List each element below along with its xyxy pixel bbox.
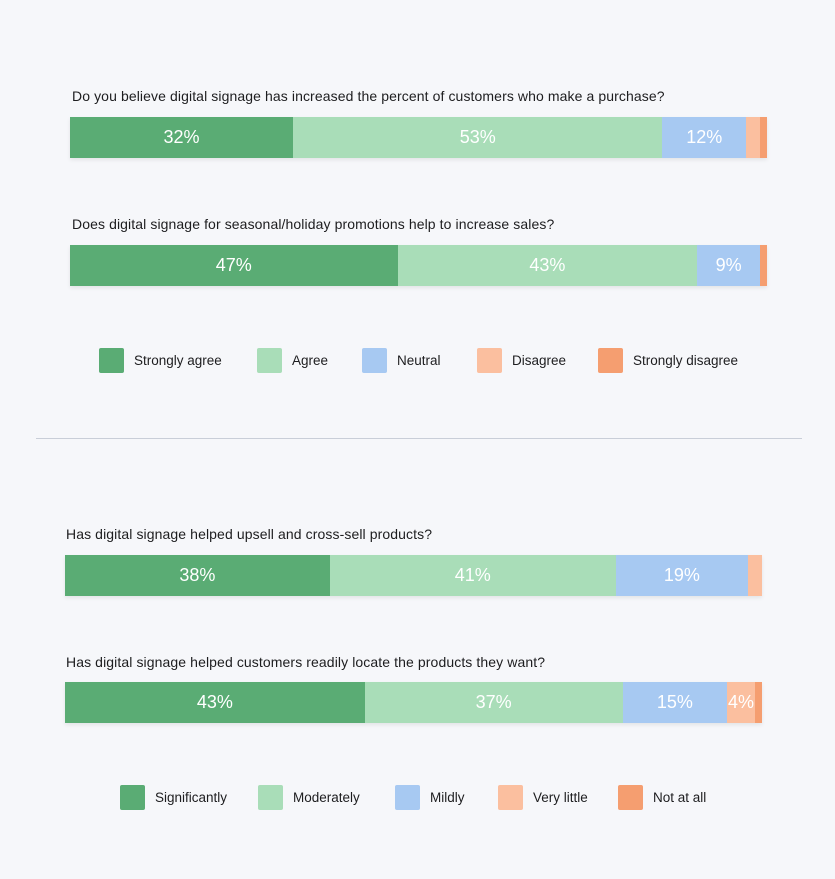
legend-swatch [362, 347, 387, 373]
bar-segment-neutral: 9% [697, 245, 760, 286]
legend-item: Very little [498, 784, 588, 810]
bar-value-label: 37% [475, 692, 512, 712]
legend-label: Moderately [293, 789, 360, 805]
bar-segment-very-little: 4% [727, 682, 755, 723]
legend-label: Disagree [512, 352, 567, 368]
bar-segment-significantly: 38% [65, 555, 330, 596]
bar-segment-agree: 53% [293, 117, 663, 158]
legend-swatch [618, 784, 643, 810]
legend-swatch [99, 347, 124, 373]
legend-label: Very little [533, 789, 588, 805]
bar-value-label: 4% [728, 692, 755, 712]
bar-segment-neutral: 12% [662, 117, 747, 158]
legend-item: Neutral [362, 347, 441, 373]
question-4-label: Has digital signage helped customers rea… [66, 654, 546, 670]
bar-value-label: 47% [215, 255, 252, 275]
bar-segment-agree: 43% [397, 245, 698, 286]
legend-item: Disagree [477, 347, 566, 373]
bar-segment-moderately: 37% [364, 682, 623, 723]
legend-swatch [395, 784, 420, 810]
bar-value-label: 9% [715, 255, 742, 275]
bar-segment-not-at-all [755, 682, 762, 723]
bar-value-label: 12% [686, 127, 723, 147]
question-2-label: Does digital signage for seasonal/holida… [72, 216, 555, 232]
section-divider [36, 438, 802, 439]
stacked-bar-1: 32% 53% 12% [70, 117, 767, 158]
bar-segment-strongly-agree: 32% [70, 117, 294, 158]
legend-label: Mildly [430, 789, 465, 805]
legend-swatch [477, 347, 502, 373]
bar-value-label: 41% [454, 565, 491, 585]
stacked-bar-4: 43% 37% 15% 4% [65, 682, 762, 723]
legend-swatch [598, 347, 623, 373]
legend-swatch [258, 784, 283, 810]
stacked-bar-2: 47% 43% 9% [70, 245, 767, 286]
bar-segment-mildly: 19% [615, 555, 749, 596]
bar-segment-very-little [748, 555, 762, 596]
legend-2: Significantly Moderately Mildly Very little… [120, 784, 800, 810]
bar-segment-significantly: 43% [65, 682, 365, 723]
bar-value-label: 43% [196, 692, 233, 712]
legend-item: Agree [257, 347, 328, 373]
legend-item: Mildly [395, 784, 465, 810]
bar-value-label: 43% [529, 255, 566, 275]
legend-item: Strongly disagree [598, 347, 738, 373]
bar-value-label: 15% [656, 692, 693, 712]
legend-swatch [498, 784, 523, 810]
legend-swatch [120, 784, 145, 810]
bar-segment-mildly: 15% [622, 682, 728, 723]
legend-label: Strongly agree [134, 352, 222, 368]
legend-label: Strongly disagree [633, 352, 739, 368]
question-1-label: Do you believe digital signage has incre… [72, 88, 665, 104]
legend-item: Significantly [120, 784, 227, 810]
legend-1: Strongly agree Agree Neutral Disagree Strong… [99, 347, 799, 373]
question-3-label: Has digital signage helped upsell and cr… [66, 526, 433, 542]
legend-label: Neutral [397, 352, 441, 368]
bar-segment-strongly-agree: 47% [70, 245, 398, 286]
bar-value-label: 38% [179, 565, 216, 585]
legend-label: Significantly [155, 789, 228, 805]
legend-item: Moderately [258, 784, 360, 810]
legend-swatch [257, 347, 282, 373]
bar-segment-disagree [746, 117, 760, 158]
legend-label: Agree [292, 352, 329, 368]
bar-segment-moderately: 41% [329, 555, 616, 596]
bar-segment-strongly-disagree [760, 117, 767, 158]
bar-value-label: 53% [459, 127, 496, 147]
bar-value-label: 32% [163, 127, 200, 147]
bar-segment-strongly-disagree [760, 245, 767, 286]
stacked-bar-3: 38% 41% 19% [65, 555, 762, 596]
legend-item: Not at all [618, 784, 706, 810]
legend-item: Strongly agree [99, 347, 222, 373]
legend-label: Not at all [653, 789, 707, 805]
bar-value-label: 19% [663, 565, 700, 585]
